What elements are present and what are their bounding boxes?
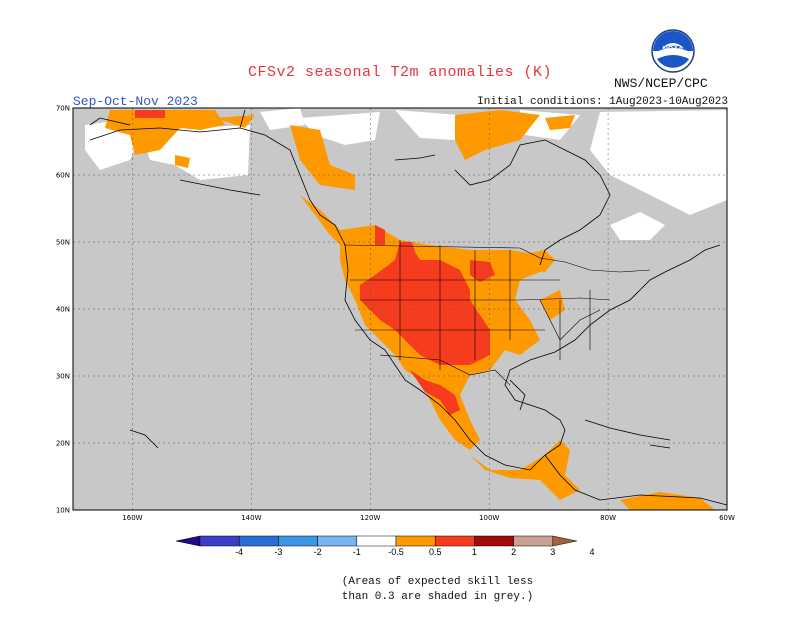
lat-label: 70N bbox=[56, 105, 70, 113]
skill-footnote: (Areas of expected skill less than 0.3 a… bbox=[0, 575, 800, 605]
colorbar-segment bbox=[474, 535, 514, 547]
initial-conditions-label: Initial conditions: 1Aug2023-10Aug2023 bbox=[477, 96, 728, 108]
season-label: Sep-Oct-Nov 2023 bbox=[73, 94, 198, 109]
colorbar-label: -1 bbox=[353, 547, 361, 557]
agency-label: NWS/NCEP/CPC bbox=[614, 76, 708, 91]
anomaly-1-2-areas bbox=[135, 110, 495, 415]
graticule bbox=[73, 108, 727, 510]
lat-label: 20N bbox=[56, 440, 70, 448]
colorbar-segment bbox=[317, 535, 358, 547]
colorbar-label: -2 bbox=[314, 547, 322, 557]
colorbar-segment bbox=[395, 535, 436, 547]
colorbar-label: 4 bbox=[589, 547, 594, 557]
colorbar-label: -0.5 bbox=[388, 547, 404, 557]
map-frame bbox=[72, 107, 728, 511]
coastlines bbox=[89, 109, 728, 506]
colorbar-segment bbox=[434, 535, 475, 547]
lon-label: 100W bbox=[479, 514, 499, 522]
lon-label: 120W bbox=[360, 514, 380, 522]
lon-labels: 160W 140W 120W 100W 80W 60W bbox=[122, 514, 735, 522]
lat-label: 30N bbox=[56, 373, 70, 381]
colorbar-label: 2 bbox=[511, 547, 516, 557]
lon-label: 60W bbox=[719, 514, 735, 522]
map-title: CFSv2 seasonal T2m anomalies (K) bbox=[247, 64, 553, 81]
lat-label: 60N bbox=[56, 172, 70, 180]
colorbar-label: 3 bbox=[550, 547, 555, 557]
colorbar-label: -3 bbox=[274, 547, 282, 557]
colorbar-segment bbox=[199, 535, 240, 547]
noaa-logo: NOAA bbox=[651, 29, 695, 73]
colorbar-segment bbox=[356, 535, 397, 547]
colorbar-label: 1 bbox=[472, 547, 477, 557]
colorbar-segment bbox=[278, 535, 318, 547]
political-borders bbox=[344, 240, 651, 386]
lat-label: 40N bbox=[56, 306, 70, 314]
neutral-anomaly-areas bbox=[85, 108, 727, 240]
lon-label: 80W bbox=[600, 514, 616, 522]
noaa-logo-text: NOAA bbox=[663, 46, 684, 53]
colorbar-segment bbox=[238, 535, 279, 547]
lat-label: 50N bbox=[56, 239, 70, 247]
colorbar-label: 0.5 bbox=[429, 547, 442, 557]
colorbar-segment bbox=[513, 535, 554, 547]
footnote-line-2: than 0.3 are shaded in grey.) bbox=[341, 591, 534, 603]
lon-label: 160W bbox=[122, 514, 142, 522]
colorbar-label: -4 bbox=[235, 547, 243, 557]
colorbar-high-arrow bbox=[552, 535, 577, 547]
colorbar-low-arrow bbox=[175, 535, 201, 547]
colorbar: -4 -3 -2 -1 -0.5 0.5 1 2 3 4 bbox=[175, 535, 595, 557]
footnote-line-1: (Areas of expected skill less bbox=[341, 576, 534, 588]
lat-label: 10N bbox=[56, 507, 70, 515]
lon-label: 140W bbox=[241, 514, 261, 522]
lat-labels: 70N 60N 50N 40N 30N 20N 10N bbox=[56, 105, 70, 515]
